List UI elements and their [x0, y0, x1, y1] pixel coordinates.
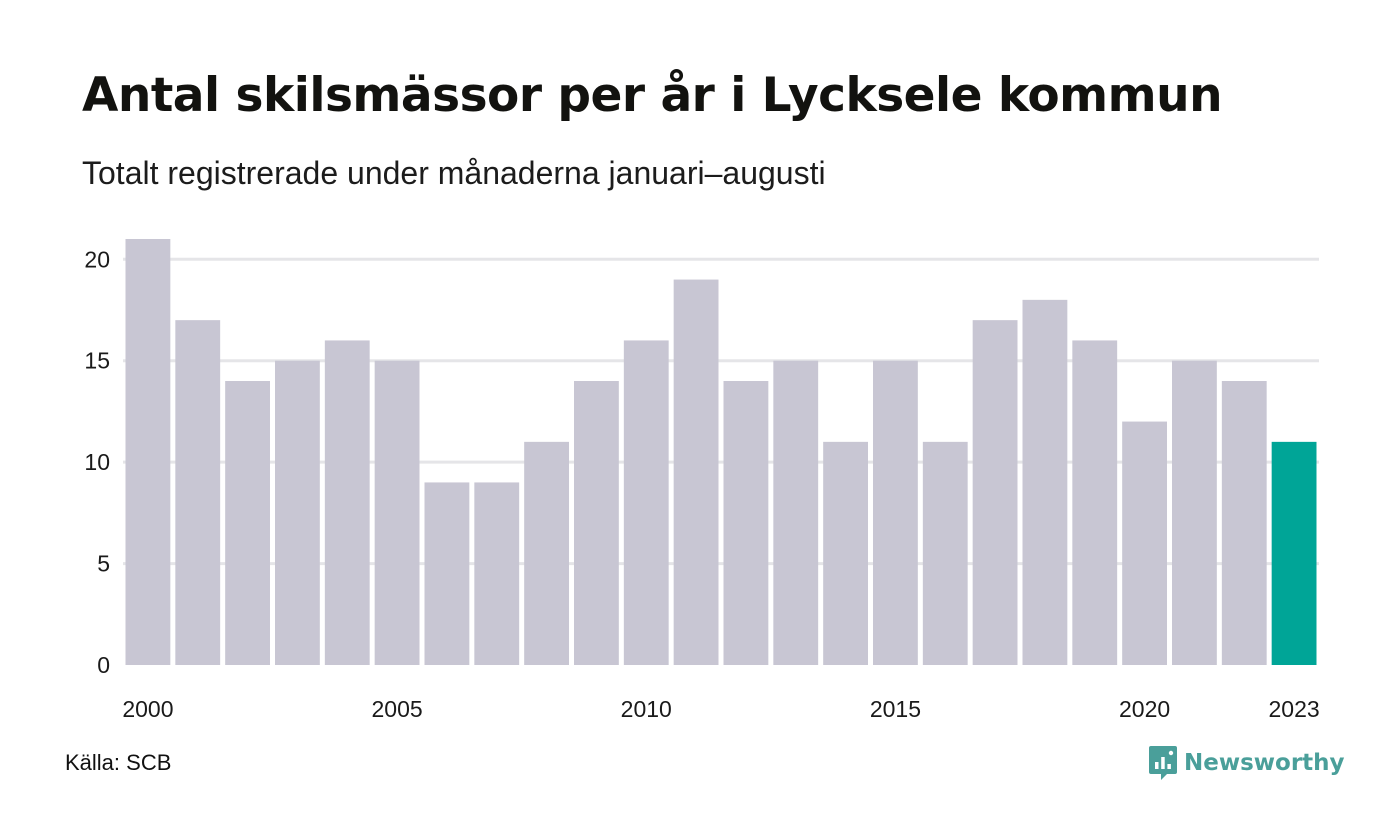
- bar-2023: [1271, 441, 1317, 665]
- y-tick-label: 15: [84, 348, 110, 374]
- y-tick-label: 0: [97, 652, 110, 678]
- x-tick-label: 2000: [122, 696, 173, 722]
- bar-2008: [524, 441, 569, 665]
- gridlines: [123, 257, 1319, 566]
- chart-subtitle: Totalt registrerade under månaderna janu…: [82, 155, 826, 191]
- bar-2011: [673, 279, 719, 665]
- bar-2000: [125, 239, 171, 665]
- bar-2014: [823, 441, 868, 665]
- bar-2005: [374, 360, 420, 665]
- bar-2013: [773, 360, 819, 665]
- bar-2020: [1122, 421, 1167, 665]
- brand-logo: Newsworthy: [1148, 744, 1345, 782]
- y-axis-ticks: 0 5 10 15 20: [84, 246, 110, 678]
- x-tick-label: 2015: [870, 696, 921, 722]
- bar-2015: [873, 360, 918, 665]
- x-axis-ticks: 2000 2005 2010 2015 2020 2023: [122, 696, 1319, 722]
- bar-2019: [1072, 340, 1118, 665]
- bar-2009: [574, 381, 619, 665]
- y-tick-label: 5: [97, 551, 110, 577]
- bar-2002: [225, 381, 270, 665]
- brand-name: Newsworthy: [1184, 750, 1345, 776]
- bar-2001: [175, 320, 221, 665]
- bar-2006: [424, 482, 470, 665]
- bar-2021: [1172, 360, 1217, 665]
- x-tick-label: 2020: [1119, 696, 1170, 722]
- newsworthy-logo-icon: [1149, 746, 1177, 780]
- bar-2016: [922, 441, 968, 665]
- bar-2007: [474, 482, 520, 665]
- bar-2017: [972, 320, 1018, 665]
- y-tick-label: 10: [84, 449, 110, 475]
- bar-2012: [723, 381, 769, 665]
- y-tick-label: 20: [84, 246, 110, 272]
- bar-2010: [623, 340, 669, 665]
- chart-title: Antal skilsmässor per år i Lycksele komm…: [82, 68, 1223, 123]
- bar-2003: [275, 360, 320, 665]
- bar-2004: [324, 340, 370, 665]
- source-note: Källa: SCB: [65, 750, 172, 775]
- bars: [125, 239, 1317, 665]
- x-tick-label: 2005: [371, 696, 422, 722]
- bar-2022: [1221, 381, 1267, 665]
- x-tick-label: 2023: [1268, 696, 1319, 722]
- bar-2018: [1022, 299, 1068, 665]
- x-tick-label: 2010: [621, 696, 672, 722]
